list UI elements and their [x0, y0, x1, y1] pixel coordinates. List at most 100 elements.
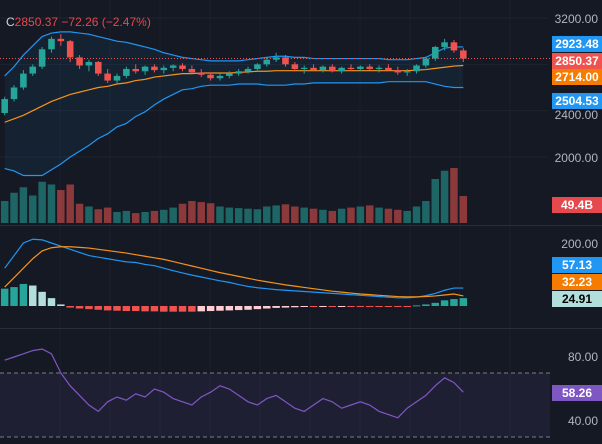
- candle-body: [431, 46, 439, 59]
- rsi-band-fill: [0, 373, 550, 437]
- volume-bar: [66, 184, 74, 223]
- pane-divider-1[interactable]: [0, 225, 602, 226]
- candle-body: [38, 49, 46, 67]
- volume-bar: [150, 210, 159, 223]
- macd-histogram-bar: [197, 306, 205, 312]
- macd-histogram-bar: [29, 285, 37, 306]
- candle-body: [57, 38, 65, 42]
- macd-histogram-bar: [422, 304, 430, 306]
- volume-bar: [197, 202, 205, 223]
- candle-body: [235, 71, 242, 74]
- candle-body: [226, 73, 233, 76]
- volume-bar: [253, 209, 262, 223]
- candle-body: [291, 64, 299, 69]
- rsi-value-tag: 58.26: [552, 385, 602, 401]
- volume-bar: [431, 179, 439, 223]
- candle-body: [338, 67, 345, 72]
- macd-histogram-bar: [272, 306, 280, 308]
- candle-body: [29, 66, 37, 74]
- volume-bar: [244, 208, 252, 223]
- candle-body: [10, 87, 18, 100]
- candle-body: [160, 67, 168, 71]
- volume-bar: [94, 209, 103, 223]
- macd-histogram-bar: [459, 298, 468, 306]
- volume-bar: [85, 206, 93, 223]
- candle-body: [244, 68, 252, 72]
- volume-bar: [281, 204, 290, 223]
- volume-bar: [412, 206, 421, 223]
- candle-body: [95, 62, 102, 74]
- candle-body: [366, 66, 373, 69]
- macd-histogram-bar: [263, 306, 271, 309]
- volume-bar: [319, 209, 327, 223]
- macd-line-tag: 57.13: [552, 257, 602, 273]
- macd-histogram-bar: [216, 306, 224, 311]
- volume-bar: [375, 207, 383, 223]
- volume-bar: [10, 192, 18, 223]
- change-label: −72.26: [61, 15, 99, 29]
- lower-band-tag: 2504.53: [552, 93, 602, 109]
- macd-histogram-bar: [412, 305, 421, 307]
- macd-histogram-bar: [309, 306, 318, 307]
- macd-histogram-bar: [328, 306, 337, 307]
- volume-bar: [19, 187, 28, 223]
- macd-histogram-bar: [431, 302, 439, 306]
- macd-histogram-bar: [47, 298, 56, 306]
- volume-bar: [225, 207, 234, 223]
- macd-histogram-bar: [75, 306, 84, 309]
- candle-body: [394, 70, 402, 73]
- volume-bar: [160, 209, 168, 223]
- candle-body: [460, 50, 467, 59]
- histogram-tag: 24.91: [552, 291, 602, 307]
- candle-body: [141, 66, 149, 72]
- volume-bar: [263, 206, 271, 223]
- volume-bar: [450, 168, 458, 223]
- macd-line: [4, 238, 464, 299]
- candle-body: [310, 67, 317, 71]
- symbol-label: C: [6, 15, 15, 29]
- candle-body: [188, 68, 196, 73]
- price-tick-2000: 2000.00: [554, 151, 598, 165]
- candle-body: [179, 65, 186, 69]
- volume-bar: [300, 207, 308, 223]
- volume-bar: [141, 212, 149, 223]
- macd-histogram-bar: [10, 287, 18, 306]
- macd-histogram-bar: [234, 306, 243, 311]
- candle-body: [104, 73, 111, 81]
- candle-body: [151, 66, 158, 71]
- upper-band-tag: 2923.48: [552, 36, 602, 52]
- candle-body: [169, 65, 177, 68]
- volume-bar: [337, 208, 346, 223]
- volume-bar: [309, 208, 318, 223]
- volume-bar: [38, 181, 46, 223]
- candle-body: [48, 38, 55, 50]
- candle-body: [441, 42, 448, 47]
- candle-body: [385, 67, 392, 71]
- signal-line-tag: 32.23: [552, 274, 602, 290]
- macd-histogram-bar: [440, 300, 449, 306]
- macd-histogram-bar: [122, 306, 131, 312]
- macd-histogram-bar: [347, 306, 355, 307]
- volume-bar: [422, 201, 430, 223]
- bollinger-middle-line: [4, 64, 464, 123]
- middle-band-tag: 2714.00: [552, 69, 602, 85]
- volume-bar: [459, 196, 468, 223]
- volume-bar: [234, 208, 243, 223]
- candle-body: [375, 67, 383, 69]
- candle-body: [347, 67, 355, 69]
- candle-body: [76, 57, 83, 66]
- macd-histogram-bar: [188, 306, 196, 312]
- macd-histogram-bar: [141, 306, 149, 312]
- macd-histogram-bar: [85, 306, 93, 310]
- ohlc-header: C2850.37 −72.26 (−2.47%): [6, 15, 151, 29]
- candle-body: [272, 57, 280, 60]
- macd-histogram-bar: [291, 306, 299, 308]
- volume-bar: [131, 213, 140, 223]
- macd-histogram-bar: [169, 306, 177, 312]
- volume-bar: [47, 184, 56, 223]
- pane-divider-2[interactable]: [0, 328, 602, 329]
- candle-body: [329, 66, 336, 72]
- macd-histogram-bar: [375, 306, 383, 307]
